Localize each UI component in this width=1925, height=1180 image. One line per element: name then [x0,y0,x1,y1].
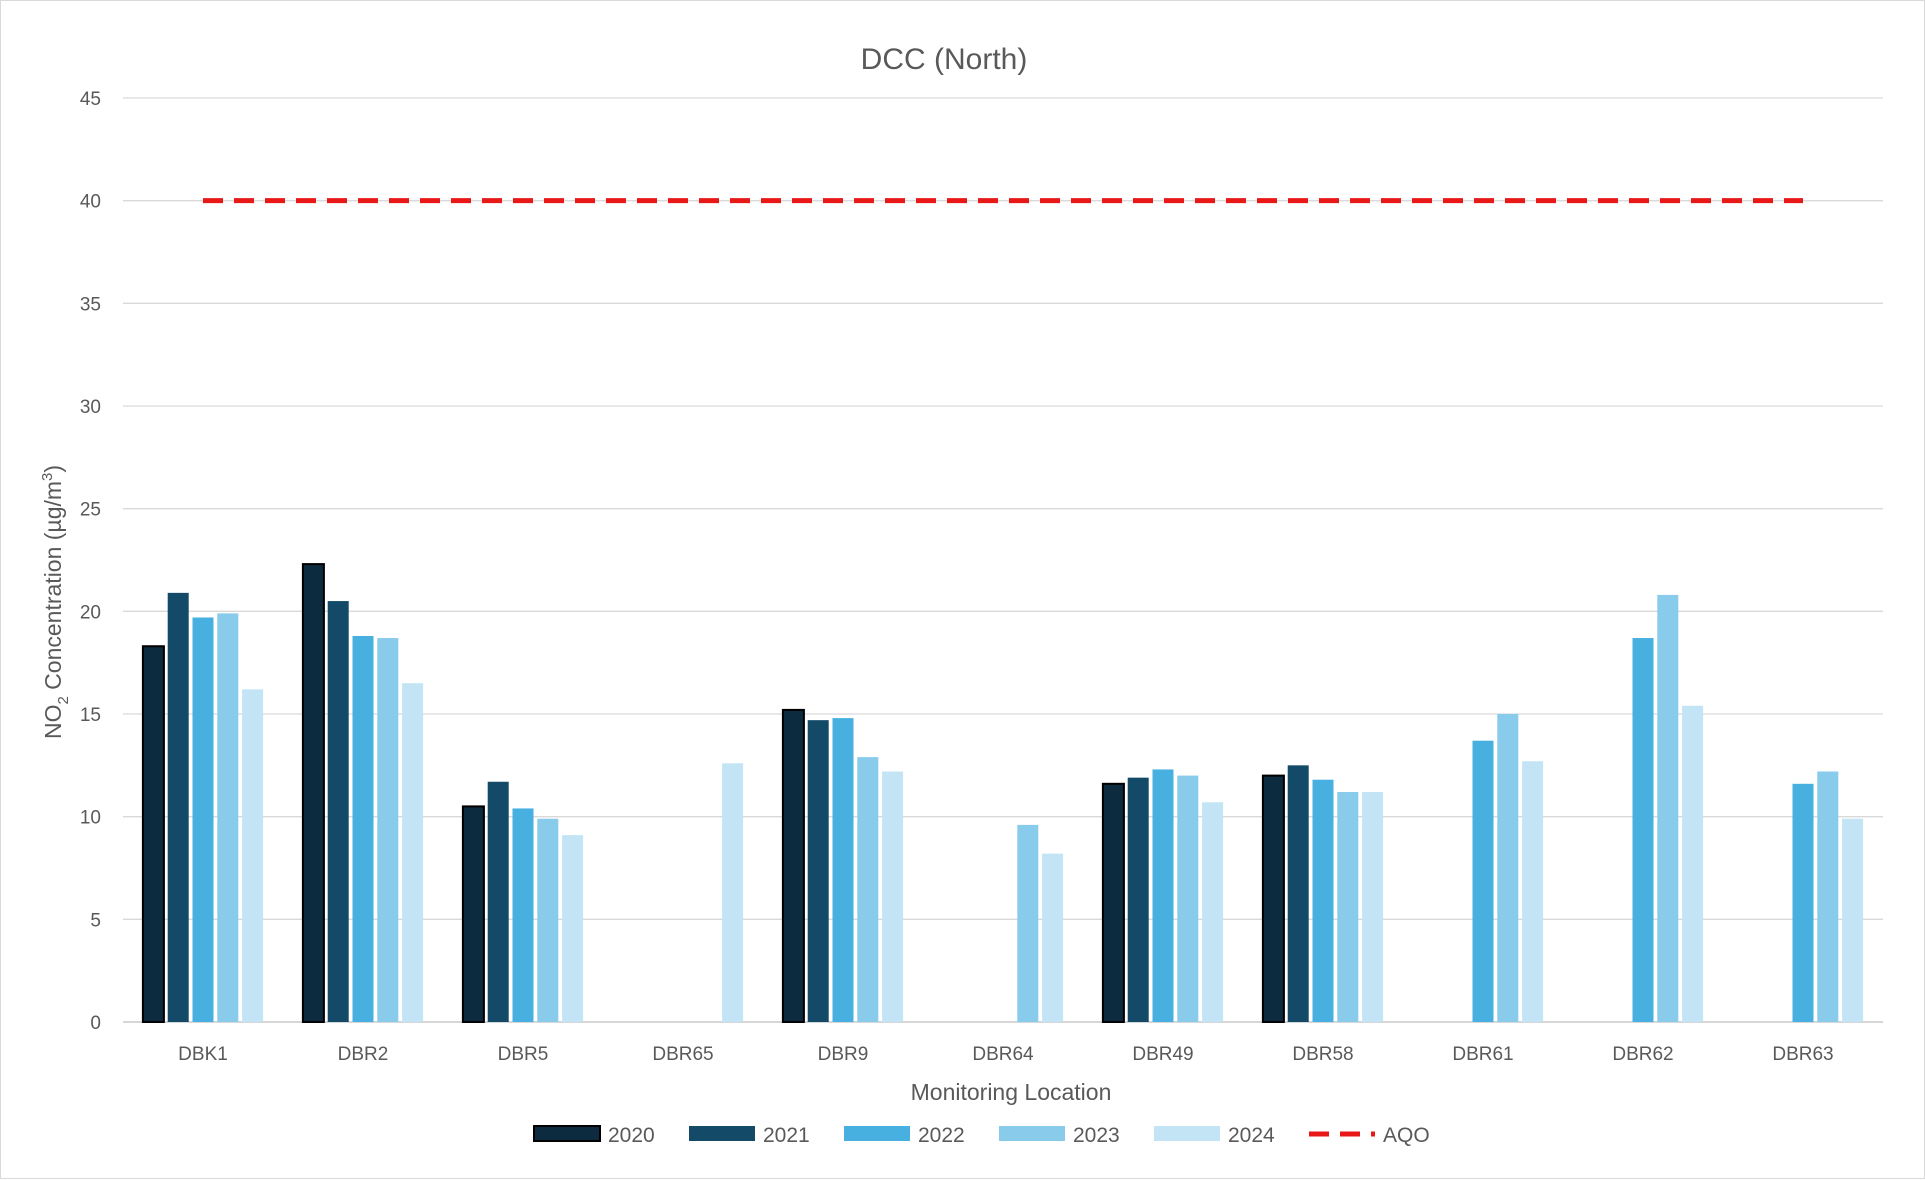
bar-DBR2-2024 [402,683,424,1022]
x-axis-title: Monitoring Location [911,1079,1112,1105]
x-tick-label: DBR61 [1452,1044,1513,1065]
bar-DBK1-2021 [167,592,189,1022]
x-tick-label: DBR63 [1772,1044,1833,1065]
bar-DBR9-2023 [857,757,879,1022]
x-tick-label: DBR2 [338,1044,389,1065]
y-tick-label: 10 [80,808,101,829]
legend-label-2022: 2022 [918,1124,965,1147]
y-axis-title-end: ) [40,465,66,473]
x-tick-label: DBR5 [498,1044,549,1065]
bar-DBR63-2023 [1817,771,1839,1022]
y-tick-label: 0 [90,1013,101,1034]
legend-swatch-2024 [1154,1126,1220,1141]
bar-DBK1-2022 [192,617,214,1022]
bar-DBR63-2024 [1842,818,1864,1022]
bar-DBR64-2024 [1042,853,1064,1022]
bar-DBR2-2021 [327,601,349,1022]
bar-DBR64-2023 [1017,824,1039,1022]
y-tick-label: 5 [90,910,101,931]
bar-DBR49-2022 [1152,769,1174,1022]
bar-DBR58-2024 [1362,792,1384,1022]
x-axis-ticks: DBK1 DBR2 DBR5 DBR65 DBR9 DBR64 DBR49 DBR58 DBR6… [178,1044,1833,1065]
bar-DBR58-2021 [1287,765,1309,1022]
bar-DBR5-2020 [461,805,485,1024]
y-tick-label: 15 [80,705,101,726]
bar-DBR5-2024 [562,835,584,1022]
bar-DBK1-2024 [242,689,264,1022]
x-tick-label: DBR49 [1132,1044,1193,1065]
chart-title: DCC (North) [861,43,1028,76]
legend-label-2024: 2024 [1228,1124,1275,1147]
bar-DBK1-2023 [217,613,239,1022]
y-axis-title-sub: 2 [55,696,72,704]
y-tick-label: 40 [80,192,101,213]
y-axis-title-main: NO [40,705,66,740]
bar-DBR49-2021 [1127,777,1149,1022]
bar-DBR9-2020 [781,708,805,1023]
legend: 2020 2021 2022 2023 2024 AQO [533,1124,1430,1147]
legend-label-AQO: AQO [1383,1124,1430,1147]
bar-DBR58-2020 [1261,774,1285,1023]
y-axis-title-sup: 3 [39,473,56,481]
bar-DBR61-2022 [1472,740,1494,1022]
x-tick-label: DBR9 [818,1044,869,1065]
bar-DBR5-2022 [512,808,534,1022]
x-tick-label: DBR58 [1292,1044,1353,1065]
legend-swatch-2020 [533,1125,601,1142]
bar-DBR2-2020 [301,563,325,1024]
bars [141,563,1864,1024]
y-tick-label: 20 [80,602,101,623]
bar-DBR2-2023 [377,638,399,1022]
legend-swatch-2023 [999,1126,1065,1141]
legend-label-2020: 2020 [608,1124,655,1147]
bar-DBR62-2024 [1682,705,1704,1022]
legend-label-2021: 2021 [763,1124,810,1147]
y-axis-ticks: 0 5 10 15 20 25 30 35 40 45 [80,89,101,1034]
x-tick-label: DBR64 [972,1044,1034,1065]
y-tick-label: 30 [80,397,101,418]
bar-DBR5-2021 [487,781,509,1022]
bar-DBK1-2020 [141,645,165,1023]
bar-DBR63-2022 [1792,783,1814,1022]
bar-DBR5-2023 [537,818,559,1022]
bar-DBR9-2024 [882,771,904,1022]
bar-DBR65-2024 [722,763,744,1022]
y-tick-label: 45 [80,89,101,110]
x-tick-label: DBK1 [178,1044,228,1065]
bar-DBR49-2023 [1177,775,1199,1022]
x-tick-label: DBR62 [1612,1044,1673,1065]
y-tick-label: 35 [80,294,101,315]
legend-label-2023: 2023 [1073,1124,1120,1147]
bar-DBR9-2022 [832,718,854,1022]
y-axis-title-mid: Concentration (µg/m [40,481,66,696]
bar-DBR58-2023 [1337,792,1359,1022]
bar-DBR2-2022 [352,635,374,1022]
x-tick-label: DBR65 [652,1044,713,1065]
bar-DBR49-2020 [1101,782,1125,1024]
bar-DBR49-2024 [1202,802,1224,1022]
bar-DBR62-2023 [1657,594,1679,1022]
y-tick-label: 25 [80,500,101,521]
bar-DBR58-2022 [1312,779,1334,1022]
bar-DBR61-2024 [1522,761,1544,1022]
bar-DBR62-2022 [1632,638,1654,1022]
legend-swatch-2021 [689,1126,755,1141]
bar-DBR9-2021 [807,720,829,1022]
legend-swatch-2022 [844,1126,910,1141]
y-axis-title: NO2 Concentration (µg/m3) [39,465,72,739]
bar-DBR61-2023 [1497,714,1519,1022]
